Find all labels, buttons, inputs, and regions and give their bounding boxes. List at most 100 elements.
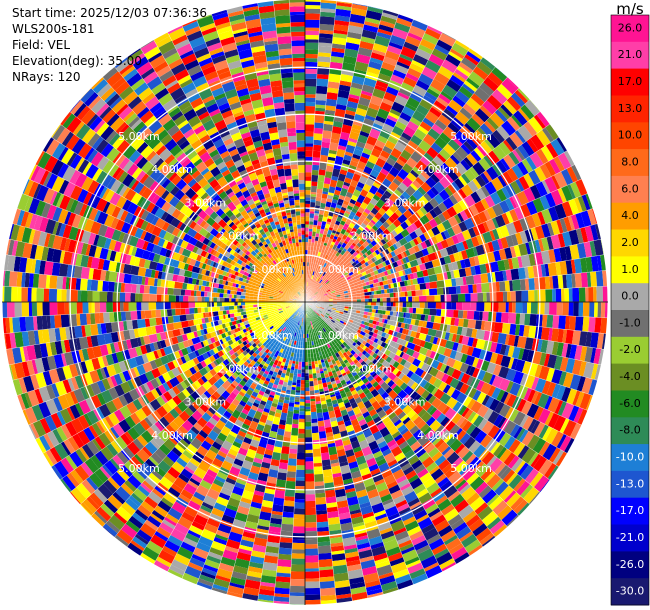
range-gate (348, 264, 354, 270)
range-gate (423, 308, 430, 316)
range-gate (336, 274, 341, 279)
range-gate (481, 282, 490, 293)
range-gate (336, 179, 345, 189)
range-gate (329, 61, 343, 70)
range-gate (313, 285, 317, 290)
range-gate (381, 266, 387, 273)
range-gate (319, 285, 323, 289)
range-gate (373, 145, 383, 152)
range-gate (319, 274, 323, 279)
range-gate (561, 288, 565, 302)
range-gate (466, 97, 482, 112)
range-gate (330, 289, 335, 292)
range-gate (315, 85, 328, 95)
range-gate (330, 263, 336, 268)
range-gate (350, 274, 355, 279)
range-gate (504, 280, 510, 292)
range-gate (425, 211, 434, 221)
range-gate (314, 291, 318, 295)
range-gate (451, 294, 459, 302)
range-gate (406, 307, 410, 313)
range-gate (366, 135, 378, 147)
range-gate (384, 140, 396, 151)
range-gate (358, 265, 363, 270)
range-gate (313, 290, 317, 294)
range-gate (521, 141, 535, 157)
range-gate (400, 82, 415, 94)
range-gate (474, 87, 490, 103)
range-gate (348, 137, 358, 144)
range-gate (415, 176, 425, 186)
range-gate (316, 188, 323, 194)
range-gate (402, 76, 418, 88)
range-gate (305, 391, 310, 396)
range-gate (305, 250, 308, 255)
range-gate (455, 277, 464, 287)
range-gate (382, 221, 390, 229)
range-gate (555, 288, 562, 302)
ray (305, 223, 602, 302)
range-gate (315, 403, 322, 409)
range-gate (305, 429, 313, 438)
range-gate (360, 298, 365, 302)
range-gate (316, 513, 329, 523)
range-gate (424, 302, 428, 309)
range-gate (523, 173, 535, 188)
range-gate (305, 176, 312, 181)
range-gate (305, 411, 311, 416)
range-gate (338, 241, 344, 246)
range-gate (516, 161, 529, 176)
range-gate (319, 285, 324, 290)
range-gate (398, 194, 408, 204)
range-gate (320, 452, 330, 461)
range-gate (346, 276, 352, 281)
range-gate (357, 134, 369, 144)
range-gate (373, 119, 385, 127)
range-gate (295, 486, 305, 490)
range-gate (320, 224, 326, 230)
range-gate (305, 406, 311, 410)
range-gate (574, 197, 583, 213)
range-gate (283, 431, 292, 438)
range-gate (305, 449, 313, 454)
range-gate (362, 118, 375, 128)
range-gate (394, 94, 408, 107)
range-gate (491, 67, 508, 82)
range-gate (281, 446, 290, 455)
range-gate (377, 258, 382, 265)
range-gate (293, 514, 305, 520)
ray (305, 9, 399, 302)
range-gate (320, 147, 330, 156)
range-gate (437, 65, 454, 80)
range-gate (307, 250, 311, 255)
range-gate (331, 290, 336, 294)
range-gate (384, 289, 388, 294)
range-gate (305, 369, 309, 374)
range-gate (288, 402, 295, 408)
range-gate (456, 65, 471, 77)
range-gate (327, 192, 335, 196)
range-gate (342, 184, 350, 190)
range-gate (382, 280, 389, 286)
range-gate (305, 548, 319, 556)
range-gate (416, 257, 423, 266)
range-gate (347, 97, 360, 104)
range-gate (460, 57, 477, 71)
range-gate (299, 401, 305, 406)
range-gate (447, 122, 460, 134)
range-gate (391, 306, 395, 312)
range-gate (305, 555, 319, 563)
range-gate (525, 215, 536, 229)
range-gate (333, 270, 338, 276)
range-gate (455, 90, 470, 104)
range-gate (324, 239, 329, 244)
range-gate (427, 160, 440, 173)
ray (305, 123, 560, 302)
range-gate (389, 292, 394, 298)
range-gate (349, 231, 355, 237)
range-gate (409, 273, 415, 280)
range-gate (419, 295, 427, 302)
range-gate (314, 263, 318, 268)
range-gate (376, 108, 390, 120)
range-gate (380, 238, 387, 245)
